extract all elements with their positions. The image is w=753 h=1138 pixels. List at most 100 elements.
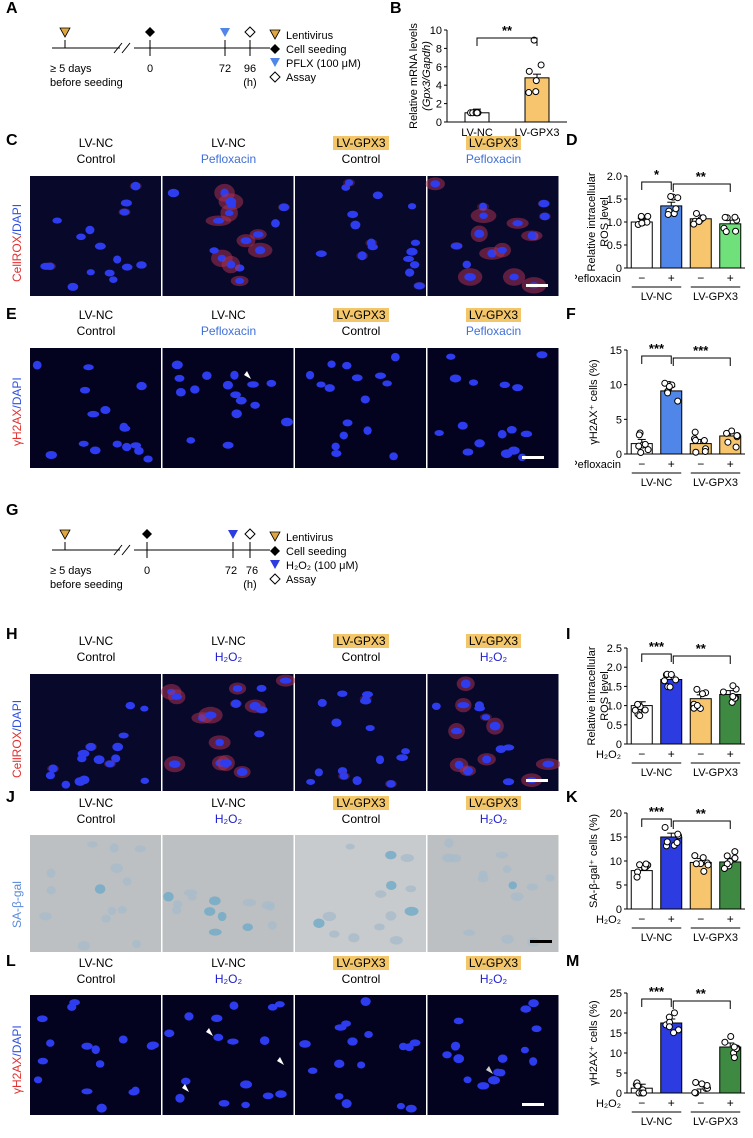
data-point [644, 212, 652, 220]
data-point [666, 683, 674, 691]
x-tick-label: + [727, 747, 734, 761]
group-label: LV-GPX3 [693, 291, 738, 303]
chart-d: 0 0.5 1.0 1.5 2.0 Relative intracellular ROS l… [575, 167, 745, 303]
significance-label: *** [649, 639, 665, 654]
data-point [731, 848, 739, 856]
data-point [672, 205, 680, 213]
img-h-panel-0 [30, 674, 161, 791]
hdr-h-col-2: LV-GPX3 Control [295, 634, 427, 664]
img-e-panel-1 [162, 348, 294, 468]
data-point [730, 1043, 738, 1051]
y-axis-label: SA-β-gal⁺ cells (%) [588, 814, 600, 908]
group-label: LV-GPX3 [693, 477, 738, 488]
stain-label-j: SA-β-gal [10, 881, 24, 928]
data-point [637, 212, 645, 220]
group-label: LV-NC [641, 767, 673, 779]
x-tick-label: − [697, 1096, 704, 1110]
arrowhead-icon [277, 1057, 284, 1065]
significance-label: ** [696, 986, 707, 1001]
y-tick-label: 4 [436, 80, 442, 92]
data-point [641, 706, 649, 714]
panel-label-l: L [6, 953, 16, 970]
data-point [537, 61, 545, 69]
x-tick-label: − [697, 271, 704, 285]
group-label: LV-NC [641, 477, 673, 488]
data-point [634, 700, 642, 708]
image-strip-j [30, 835, 559, 952]
significance-label: ** [502, 23, 513, 38]
y-tick-label: 8 [436, 43, 442, 55]
data-point [665, 382, 673, 390]
data-point [700, 436, 708, 444]
timeline-a-tick-72: 72 [219, 63, 231, 75]
x-tick-label: − [638, 747, 645, 761]
y-tick-label: 1.5 [607, 194, 622, 206]
x-tick-label: + [727, 912, 734, 926]
data-point [700, 867, 708, 875]
hdr-l-col-2: LV-GPX3 Control [295, 956, 427, 986]
panel-label-b: B [390, 0, 402, 17]
y-tick-label: 2.0 [607, 171, 622, 183]
img-j-panel-1 [162, 835, 294, 952]
data-point [525, 89, 533, 97]
hdr-c-col-1: LV-NC Pefloxacin [200, 136, 257, 166]
img-j-panel-2 [295, 835, 426, 952]
image-strip-c [30, 176, 559, 296]
x-tick-label: + [668, 912, 675, 926]
y-tick-label: 15 [610, 345, 622, 357]
group-label: LV-GPX3 [693, 932, 738, 944]
x-tick-label: + [668, 457, 675, 471]
data-point [730, 1054, 738, 1062]
y-tick-label: 10 [610, 380, 622, 392]
data-point [670, 1009, 678, 1017]
data-point [636, 712, 644, 720]
treatment-label: H₂O₂ [596, 914, 621, 926]
timeline-g-left-1: ≥ 5 days [50, 565, 92, 577]
timeline-g-left-2: before seeding [50, 579, 123, 591]
data-point [664, 389, 672, 397]
significance-label: *** [649, 341, 665, 356]
data-point [701, 448, 709, 456]
img-l-panel-1 [162, 995, 294, 1115]
panel-label-f: F [566, 306, 576, 323]
hdr-l-col-3: LV-GPX3 H₂O₂ [428, 956, 560, 986]
data-point [635, 442, 643, 450]
image-strip-h [30, 674, 560, 791]
timeline-g: 0 72 76 (h) ≥ 5 days before seeding Lent… [50, 528, 358, 591]
data-point [693, 702, 701, 710]
headers-e: LV-NC Control LV-NC Pefloxacin LV-GPX3 Contro… [30, 308, 560, 344]
panel-label-a: A [6, 0, 18, 17]
data-point [660, 677, 668, 685]
x-tick-label: − [638, 1096, 645, 1110]
y-tick-label: 10 [610, 1048, 622, 1060]
x-tick-label: LV-NC [461, 127, 493, 136]
timeline-g-legend-1: Cell seeding [286, 546, 347, 558]
panel-label-d: D [566, 132, 578, 149]
data-point [698, 690, 706, 698]
data-point [644, 446, 652, 454]
data-point [638, 219, 646, 227]
hdr-e-col-1: LV-NC Pefloxacin [200, 308, 257, 338]
data-point [692, 1079, 700, 1087]
y-tick-label: 15 [610, 832, 622, 844]
data-point [473, 109, 481, 117]
bar-1 [660, 390, 683, 455]
timeline-a-tick-0: 0 [147, 63, 153, 75]
image-strip-l [30, 995, 559, 1115]
y-tick-label: 1.5 [607, 681, 622, 693]
timeline-g-legend-2: H₂O₂ (100 μM) [286, 560, 358, 572]
data-point [732, 227, 740, 235]
panel-label-g: G [6, 502, 19, 519]
hdr-e-col-2: LV-GPX3 Control [295, 308, 427, 338]
treatment-label: H₂O₂ [596, 749, 621, 761]
data-point [731, 854, 739, 862]
group-label: LV-NC [641, 291, 673, 303]
scale-bar [522, 456, 544, 459]
x-tick-label: − [697, 912, 704, 926]
img-e-panel-2 [295, 348, 426, 468]
x-tick-label: + [727, 271, 734, 285]
data-point [664, 210, 672, 218]
panel-label-c: C [6, 132, 18, 149]
y-tick-label: 2.0 [607, 662, 622, 674]
timeline-a-legend-0: Lentivirus [286, 30, 334, 42]
